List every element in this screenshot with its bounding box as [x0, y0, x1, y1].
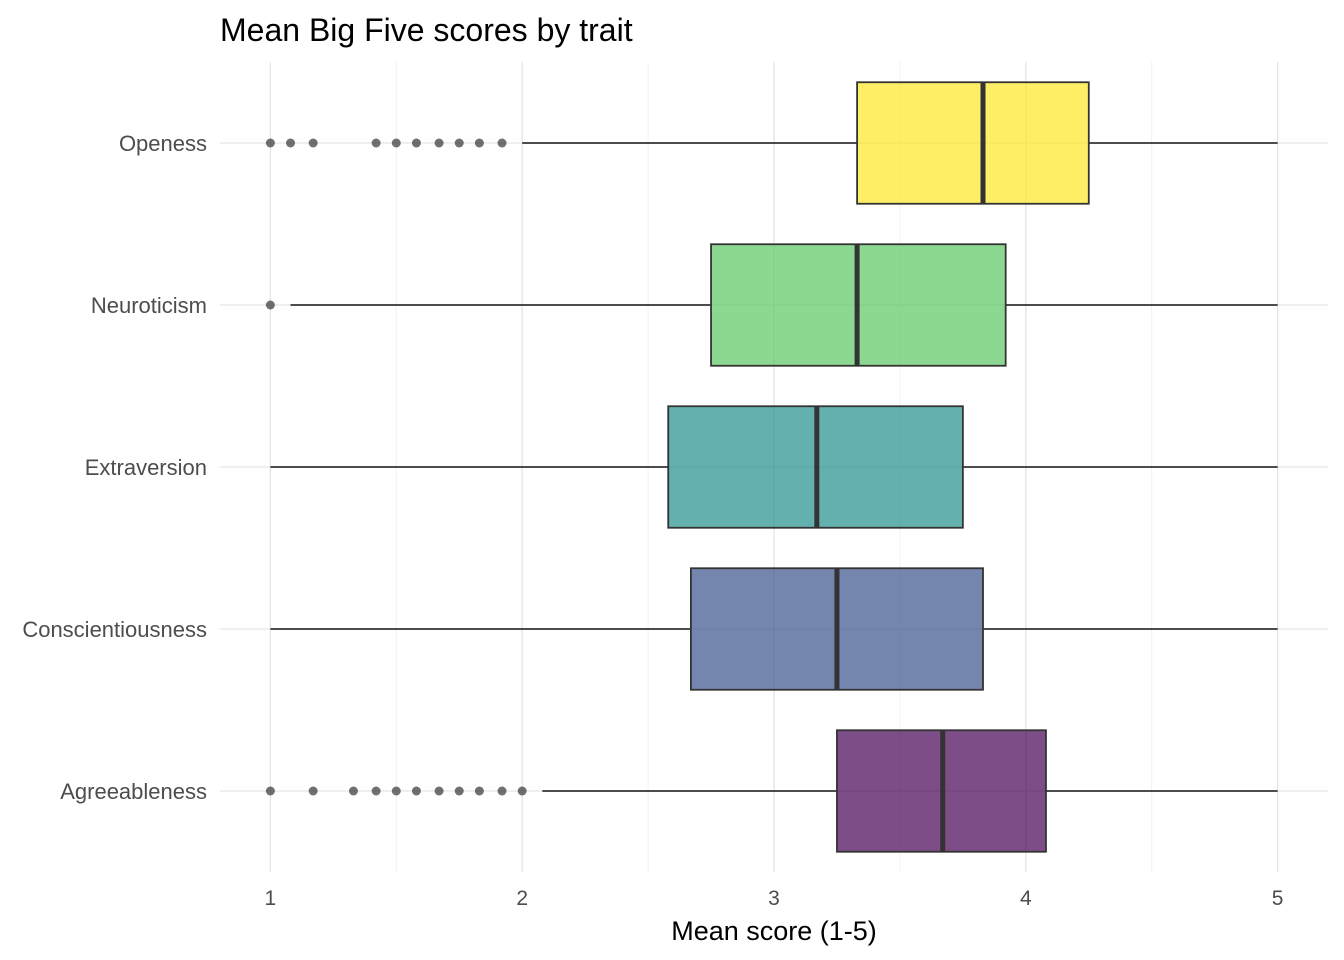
outlier-point [348, 786, 358, 796]
x-tick-label: 3 [768, 887, 780, 910]
box-agreeableness [265, 729, 1278, 853]
iqr-box [856, 81, 1090, 205]
outlier-point [371, 138, 381, 148]
chart-title: Mean Big Five scores by trait [220, 12, 633, 48]
x-axis-title: Mean score (1-5) [671, 916, 877, 946]
outlier-point [454, 138, 464, 148]
outlier-point [474, 786, 484, 796]
box-openess [265, 81, 1278, 205]
outlier-point [497, 786, 507, 796]
outlier-point [308, 786, 318, 796]
box-group [265, 81, 1278, 853]
outlier-point [434, 786, 444, 796]
outlier-point [265, 300, 275, 310]
x-tick-label: 1 [265, 887, 277, 910]
outlier-point [411, 138, 421, 148]
outlier-point [497, 138, 507, 148]
outlier-point [411, 786, 421, 796]
outlier-point [265, 786, 275, 796]
y-axis-labels: Agreeableness Conscientiousness Extraversi… [22, 131, 207, 804]
outlier-point [371, 786, 381, 796]
y-tick-label: Neuroticism [91, 293, 207, 318]
outlier-point [474, 138, 484, 148]
box-conscientiousness [270, 567, 1278, 691]
y-tick-label: Openess [119, 131, 207, 156]
outlier-point [391, 786, 401, 796]
outlier-point [434, 138, 444, 148]
x-tick-label: 5 [1272, 887, 1284, 910]
x-tick-label: 2 [516, 887, 528, 910]
x-axis-labels: 1 2 3 4 5 [265, 887, 1284, 910]
box-neuroticism [265, 243, 1278, 367]
outlier-point [265, 138, 275, 148]
outlier-point [308, 138, 318, 148]
outlier-point [286, 138, 296, 148]
y-tick-label: Conscientiousness [22, 617, 207, 642]
outlier-point [391, 138, 401, 148]
box-extraversion [270, 405, 1278, 529]
outlier-point [517, 786, 527, 796]
y-tick-label: Agreeableness [60, 779, 207, 804]
outlier-point [454, 786, 464, 796]
y-tick-label: Extraversion [85, 455, 207, 480]
x-tick-label: 4 [1020, 887, 1032, 910]
